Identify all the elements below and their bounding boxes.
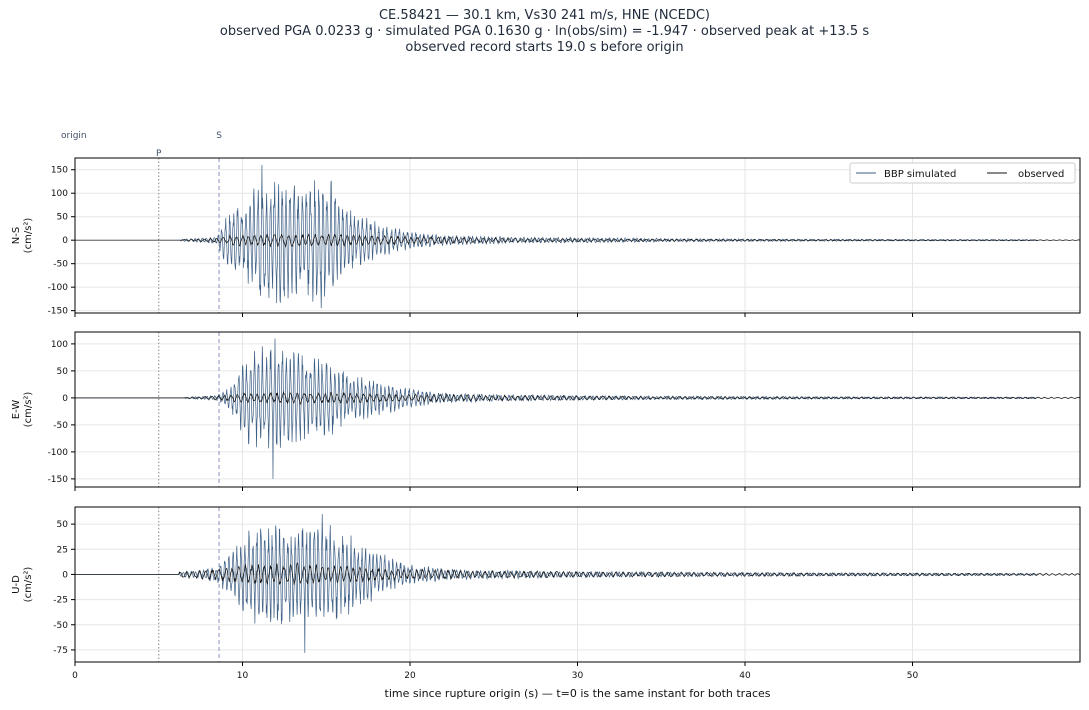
- simulated-trace: [75, 165, 1039, 309]
- p-arrival-annotation: P: [156, 149, 162, 159]
- observed-trace: [75, 233, 1080, 248]
- y-axis-label: N-S: [11, 227, 22, 244]
- y-tick-label: 50: [57, 520, 69, 530]
- y-axis-label: E-W: [11, 400, 22, 420]
- legend-simulated-label: BBP simulated: [884, 169, 956, 180]
- y-axis-label: U-D: [11, 575, 22, 594]
- x-tick-label: 50: [907, 671, 919, 681]
- s-arrival-annotation: S: [216, 131, 222, 141]
- y-tick-label: 0: [62, 236, 68, 246]
- y-tick-label: 25: [57, 545, 68, 555]
- legend-box: [849, 162, 1076, 184]
- y-tick-label: -50: [53, 260, 68, 270]
- y-tick-label: -25: [53, 596, 68, 606]
- y-tick-label: -150: [48, 475, 69, 485]
- title-line-3: observed record starts 19.0 s before ori…: [405, 40, 684, 55]
- origin-annotation: origin: [61, 131, 87, 141]
- x-tick-label: 30: [572, 671, 584, 681]
- y-tick-label: -100: [48, 448, 69, 458]
- legend-observed-label: observed: [1018, 169, 1064, 180]
- x-tick-label: 20: [404, 671, 416, 681]
- y-tick-label: -150: [48, 307, 69, 317]
- y-tick-label: 0: [62, 570, 68, 580]
- x-tick-label: 0: [72, 671, 78, 681]
- y-tick-label: 50: [57, 213, 69, 223]
- y-tick-label: 0: [62, 394, 68, 404]
- y-tick-label: -50: [53, 421, 68, 431]
- observed-trace: [75, 390, 1080, 406]
- x-tick-label: 40: [739, 671, 751, 681]
- simulated-trace: [75, 514, 1039, 653]
- title-line-2: observed PGA 0.0233 g · simulated PGA 0.…: [219, 24, 870, 39]
- title-line-1: CE.58421 — 30.1 km, Vs30 241 m/s, HNE (N…: [378, 8, 711, 23]
- y-axis-unit: (cm/s²): [23, 567, 34, 603]
- x-tick-label: 10: [237, 671, 249, 681]
- y-tick-label: -75: [53, 646, 68, 656]
- y-tick-label: 100: [51, 340, 68, 350]
- y-tick-label: -100: [48, 283, 69, 293]
- y-tick-label: 150: [51, 166, 68, 176]
- y-tick-label: 100: [51, 189, 68, 199]
- y-tick-label: 50: [57, 367, 69, 377]
- y-axis-unit: (cm/s²): [23, 392, 34, 428]
- simulated-trace: [75, 338, 1038, 479]
- observed-trace: [75, 562, 1080, 586]
- y-axis-unit: (cm/s²): [23, 218, 34, 254]
- y-tick-label: -50: [53, 621, 68, 631]
- x-axis-label: time since rupture origin (s) — t=0 is t…: [385, 687, 771, 700]
